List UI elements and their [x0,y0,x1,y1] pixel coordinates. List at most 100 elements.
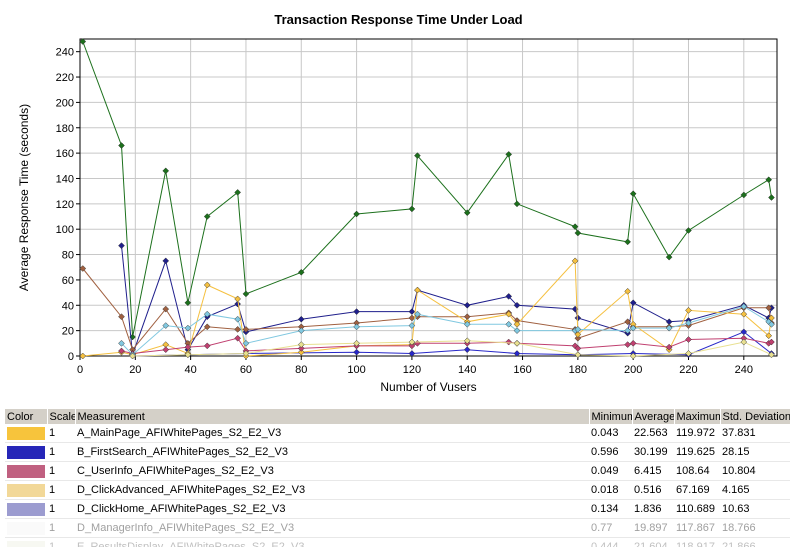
data-point[interactable] [242,290,250,298]
data-point[interactable] [740,191,748,199]
data-point[interactable] [463,337,471,345]
header-std-deviation[interactable]: Std. Deviation [720,409,791,424]
data-point[interactable] [574,326,582,333]
data-point[interactable] [414,339,421,347]
legend-row[interactable]: 1 D_ManagerInfo_AFIWhitePages_S2_E2_V3 0.7… [5,518,790,538]
data-point[interactable] [408,205,416,213]
data-point[interactable] [203,342,211,350]
legend-row[interactable]: 1 A_MainPage_AFIWhitePages_S2_E2_V3 0.043 2… [5,424,790,443]
data-point[interactable] [624,287,631,295]
header-color[interactable]: Color [5,409,48,424]
data-point[interactable] [740,303,748,310]
data-point[interactable] [353,339,360,347]
data-point[interactable] [297,345,305,352]
data-point[interactable] [629,324,637,332]
data-point[interactable] [513,327,521,334]
data-point[interactable] [574,334,582,342]
data-point[interactable] [629,352,637,360]
data-point[interactable] [129,352,136,360]
data-point[interactable] [353,210,360,218]
data-point[interactable] [740,310,748,318]
data-point[interactable] [118,242,125,250]
data-point[interactable] [629,190,637,198]
data-point[interactable] [629,339,637,347]
data-point[interactable] [353,323,360,331]
data-point[interactable] [79,38,87,45]
data-point[interactable] [665,253,673,261]
data-point[interactable] [234,295,242,303]
data-point[interactable] [408,322,416,329]
data-point[interactable] [184,299,192,307]
data-point[interactable] [162,322,170,329]
data-point[interactable] [162,167,170,175]
data-point[interactable] [685,336,692,343]
data-point[interactable] [203,310,211,318]
data-point[interactable] [463,320,471,328]
data-point[interactable] [665,324,673,332]
data-point[interactable] [768,320,775,328]
data-point[interactable] [184,343,192,351]
data-point[interactable] [765,304,773,312]
data-point[interactable] [685,306,692,314]
data-point[interactable] [685,227,692,234]
data-point[interactable] [513,339,521,347]
data-point[interactable] [629,299,637,307]
data-point[interactable] [765,176,773,184]
data-point[interactable] [118,313,125,321]
data-point[interactable] [203,213,211,220]
data-point[interactable] [513,301,521,309]
legend-row[interactable]: 1 D_ClickAdvanced_AFIWhitePages_S2_E2_V3 0… [5,480,790,500]
data-point[interactable] [203,281,211,289]
data-point[interactable] [665,343,673,351]
header-maximum[interactable]: Maximum [674,409,721,424]
data-point[interactable] [234,315,242,323]
data-point[interactable] [408,308,416,315]
data-point[interactable] [574,229,582,237]
data-point[interactable] [571,257,579,265]
data-point[interactable] [79,352,87,360]
data-point[interactable] [624,327,631,334]
data-point[interactable] [505,293,513,300]
data-point[interactable] [571,223,579,231]
header-scale[interactable]: Scale [47,409,76,424]
data-point[interactable] [624,318,631,326]
data-point[interactable] [414,310,421,318]
data-point[interactable] [184,324,192,332]
data-point[interactable] [234,334,242,342]
data-point[interactable] [513,200,521,208]
data-point[interactable] [408,350,416,357]
data-point[interactable] [574,331,582,338]
data-point[interactable] [414,152,421,160]
data-point[interactable] [685,319,692,327]
data-point[interactable] [768,338,775,346]
data-point[interactable] [297,341,305,348]
data-point[interactable] [463,209,471,217]
data-point[interactable] [79,265,87,272]
data-point[interactable] [574,314,582,322]
legend-row[interactable]: 1 B_FirstSearch_AFIWhitePages_S2_E2_V3 0.5… [5,442,790,462]
data-point[interactable] [408,342,416,350]
data-point[interactable] [203,323,211,331]
header-minimum[interactable]: Minimum [589,409,633,424]
data-point[interactable] [118,347,125,355]
data-point[interactable] [184,351,192,359]
data-point[interactable] [118,339,125,347]
data-point[interactable] [297,268,305,276]
data-point[interactable] [768,351,775,359]
data-point[interactable] [463,301,471,309]
data-point[interactable] [162,346,170,354]
data-point[interactable] [574,351,582,359]
data-point[interactable] [118,142,125,149]
data-point[interactable] [353,348,360,356]
data-point[interactable] [242,326,250,333]
data-point[interactable] [353,308,360,315]
data-point[interactable] [505,320,513,328]
data-point[interactable] [242,339,250,347]
data-point[interactable] [740,338,748,346]
legend-row[interactable]: 1 E_ResultsDisplay_AFIWhitePages_S2_E2_V3… [5,537,790,547]
data-point[interactable] [408,338,416,346]
data-point[interactable] [297,315,305,323]
data-point[interactable] [162,257,170,265]
legend-row[interactable]: 1 C_UserInfo_AFIWhitePages_S2_E2_V3 0.049 6… [5,461,790,481]
data-point[interactable] [513,350,521,357]
